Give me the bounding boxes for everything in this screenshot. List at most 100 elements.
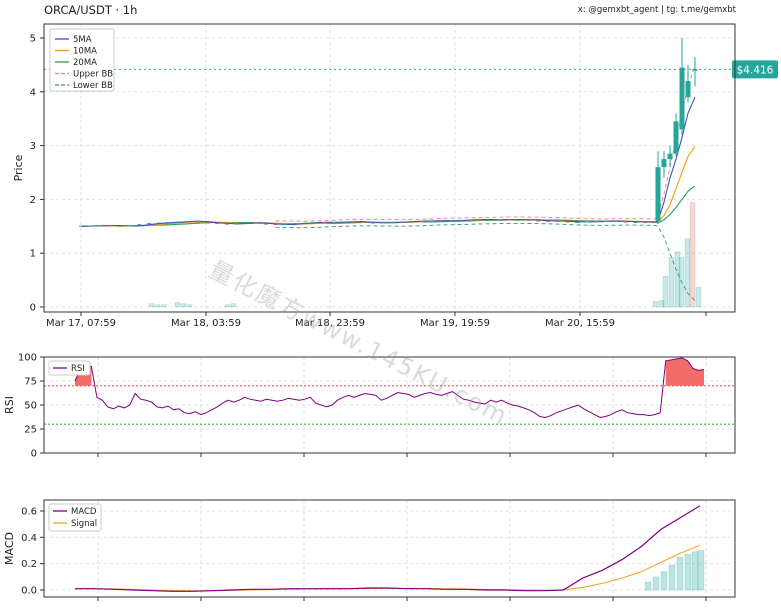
candle <box>692 69 698 71</box>
rsi-ylabel: RSI <box>3 396 16 414</box>
candle <box>565 221 570 223</box>
candle <box>685 81 691 98</box>
macd-histogram-bar <box>684 554 692 591</box>
legend-label-0: 5MA <box>73 35 92 45</box>
rsi-overbought-fill <box>665 357 704 386</box>
rsi-ytick-2: 50 <box>24 401 37 412</box>
candle <box>254 222 259 224</box>
candle <box>679 67 685 130</box>
candle <box>400 221 405 223</box>
rsi-legend-label: RSI <box>71 364 85 374</box>
legend-label-4: Lower BB <box>73 81 113 91</box>
candle <box>584 221 589 223</box>
candle <box>186 220 191 222</box>
macd-histogram-bar <box>697 550 705 591</box>
volume-bar <box>652 301 659 308</box>
candle <box>673 121 679 154</box>
candle <box>429 220 434 222</box>
candle <box>156 222 161 224</box>
volume-bar <box>148 303 155 308</box>
candle <box>438 220 443 222</box>
candle <box>273 224 278 226</box>
macd-histogram-bar <box>652 576 660 591</box>
candle <box>594 220 599 222</box>
rsi-ytick-0: 0 <box>31 449 37 460</box>
sma5-line <box>80 96 696 227</box>
price-panel-frame <box>43 23 736 313</box>
candle <box>667 153 673 160</box>
candle <box>419 220 424 222</box>
price-ylabel: Price <box>12 154 25 181</box>
candle <box>224 223 229 225</box>
volume-bar <box>160 304 167 308</box>
ma10-line <box>80 146 696 227</box>
candle <box>458 219 463 221</box>
candle <box>166 221 171 223</box>
candle <box>117 225 122 227</box>
price-legend <box>49 28 115 92</box>
candle <box>487 219 492 221</box>
rsi-legend <box>48 360 91 376</box>
price-xtick-2: Mar 18, 23:59 <box>295 318 365 329</box>
volume-bar <box>224 304 231 308</box>
candle <box>88 225 93 227</box>
candle <box>555 220 560 222</box>
rsi-line <box>74 357 705 419</box>
volume-bar <box>230 303 237 308</box>
macd-ytick-2: 0.4 <box>21 533 37 544</box>
credit-text: x: @gemxbt_agent | tg: t.me/gemxbt <box>577 5 736 15</box>
candle <box>545 220 550 222</box>
candle <box>205 222 210 224</box>
rsi-ytick-1: 25 <box>24 425 37 436</box>
candle <box>497 219 502 221</box>
macd-histogram-bar <box>668 564 676 591</box>
candle <box>215 223 220 225</box>
candle <box>390 221 395 223</box>
macd-histogram-bar <box>644 581 652 591</box>
price-ytick-2: 2 <box>30 195 36 206</box>
price-badge <box>732 60 778 79</box>
macd-histogram-bar <box>676 556 684 591</box>
candle <box>293 223 298 225</box>
price-xtick-1: Mar 18, 03:59 <box>171 318 241 329</box>
candle <box>380 222 385 224</box>
candle <box>516 219 521 221</box>
candle <box>195 220 200 223</box>
candle <box>98 225 103 227</box>
volume-bar <box>668 257 675 308</box>
rsi-ytick-3: 75 <box>24 377 37 388</box>
candle <box>661 159 667 168</box>
volume-bar <box>689 202 696 308</box>
price-ytick-5: 5 <box>30 34 36 45</box>
candle <box>448 220 453 222</box>
candle <box>536 220 541 222</box>
candle <box>244 222 249 224</box>
rsi-ytick-4: 100 <box>18 353 37 364</box>
price-xtick-0: Mar 17, 07:59 <box>46 318 116 329</box>
chart-title: ORCA/USDT · 1h <box>44 3 138 17</box>
legend-label-2: 20MA <box>73 58 97 68</box>
candle <box>604 220 609 222</box>
macd-histogram-bar <box>691 551 699 591</box>
candle <box>633 221 638 223</box>
price-ytick-3: 3 <box>30 141 36 152</box>
price-xtick-4: Mar 20, 15:59 <box>545 318 615 329</box>
candle <box>614 220 619 222</box>
volume-bar <box>674 251 681 308</box>
candle <box>351 221 356 223</box>
signal-legend-label: Signal <box>71 519 97 529</box>
legend-label-3: Upper BB <box>73 70 113 80</box>
volume-bar <box>658 300 665 308</box>
candle <box>263 223 268 225</box>
volume-bar <box>695 286 702 308</box>
volume-bar <box>186 304 193 308</box>
candle <box>322 221 327 223</box>
volume-bar <box>154 304 161 308</box>
volume-bar <box>174 302 181 308</box>
lower-bb-line <box>275 222 696 301</box>
candle <box>147 223 152 225</box>
candle <box>312 221 317 223</box>
candle <box>655 167 661 221</box>
macd-panel-frame <box>43 499 736 598</box>
candle <box>468 219 473 221</box>
